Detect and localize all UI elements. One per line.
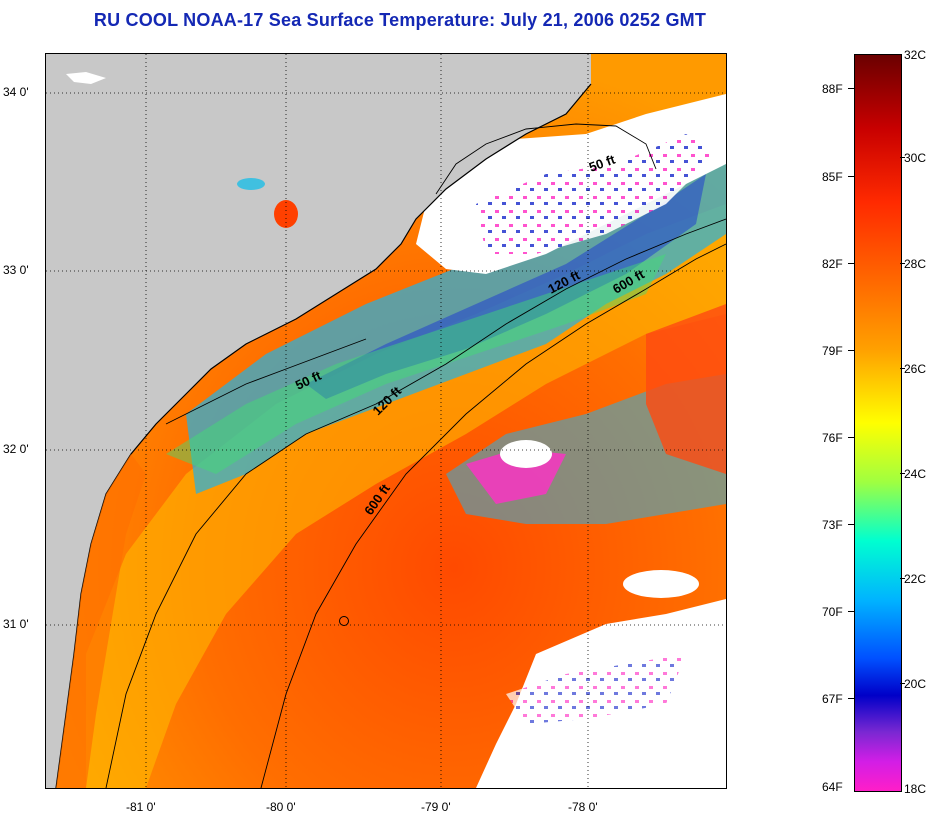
map-title: RU COOL NOAA-17 Sea Surface Temperature:…	[93, 10, 707, 30]
cb-label-24c: 24C	[904, 467, 927, 481]
temperature-colorbar	[854, 54, 902, 792]
lon-label-78: -78 0'	[568, 800, 598, 814]
cb-tick	[848, 350, 854, 351]
cb-label-32c: 32C	[904, 48, 927, 62]
cb-label-26c: 26C	[904, 362, 927, 376]
coastal-marsh-warm	[56, 454, 146, 788]
lat-label-32: 32 0'	[3, 442, 29, 456]
cb-label-22c: 22C	[904, 572, 927, 586]
cb-label-79f: 79F	[822, 344, 843, 358]
cb-tick	[848, 88, 854, 89]
lon-label-81: -81 0'	[126, 800, 156, 814]
cb-label-67f: 67F	[822, 692, 843, 706]
depth-contour-50ft-south	[165, 338, 367, 425]
cloud-patch-east	[623, 570, 699, 598]
inland-lake-cool	[237, 178, 265, 190]
cool-water-core	[306, 174, 706, 399]
green-water-band	[166, 254, 666, 474]
sst-map-svg: 50 ft 120 ft 600 ft 50 ft 120 ft 600 ft	[46, 54, 726, 788]
cb-label-64f: 64F	[822, 780, 843, 794]
lon-label-80: -80 0'	[266, 800, 296, 814]
cb-label-76f: 76F	[822, 431, 843, 445]
cb-label-70f: 70F	[822, 605, 843, 619]
cb-tick	[848, 176, 854, 177]
cb-tick	[848, 698, 854, 699]
cb-label-82f: 82F	[822, 257, 843, 271]
lat-lon-grid	[46, 54, 726, 788]
cb-tick	[900, 578, 905, 579]
cloud-area-southeast-speckle	[506, 654, 686, 724]
sst-map: 50 ft 120 ft 600 ft 50 ft 120 ft 600 ft	[45, 53, 727, 789]
buoy-marker-icon	[339, 616, 349, 626]
cb-tick	[900, 368, 905, 369]
cb-label-28c: 28C	[904, 257, 927, 271]
cb-tick	[848, 611, 854, 612]
cloud-patch-mid	[500, 440, 552, 468]
depth-contour-50ft-north	[435, 123, 657, 195]
cb-label-18c: 18C	[904, 782, 927, 796]
cb-label-85f: 85F	[822, 170, 843, 184]
lat-label-33: 33 0'	[3, 263, 29, 277]
cb-label-30c: 30C	[904, 151, 927, 165]
cb-label-88f: 88F	[822, 82, 843, 96]
cb-label-20c: 20C	[904, 677, 927, 691]
cb-tick	[900, 157, 905, 158]
cb-tick	[848, 524, 854, 525]
cb-tick	[848, 437, 854, 438]
coastline-line	[55, 83, 592, 788]
depth-contour-120ft	[105, 218, 726, 788]
lon-label-79: -79 0'	[421, 800, 451, 814]
cb-tick	[900, 263, 905, 264]
cb-tick	[848, 263, 854, 264]
land-area	[46, 54, 591, 788]
cloud-area-north-speckle	[476, 134, 716, 254]
cb-tick	[900, 683, 905, 684]
shelf-warm-band	[86, 204, 726, 788]
cb-label-73f: 73F	[822, 518, 843, 532]
lat-label-31: 31 0'	[3, 617, 29, 631]
offshore-warm-patch	[646, 304, 726, 474]
inland-island-small	[66, 72, 106, 84]
cb-tick	[900, 473, 905, 474]
depth-contour-600ft	[260, 243, 726, 788]
lat-label-34: 34 0'	[3, 85, 29, 99]
